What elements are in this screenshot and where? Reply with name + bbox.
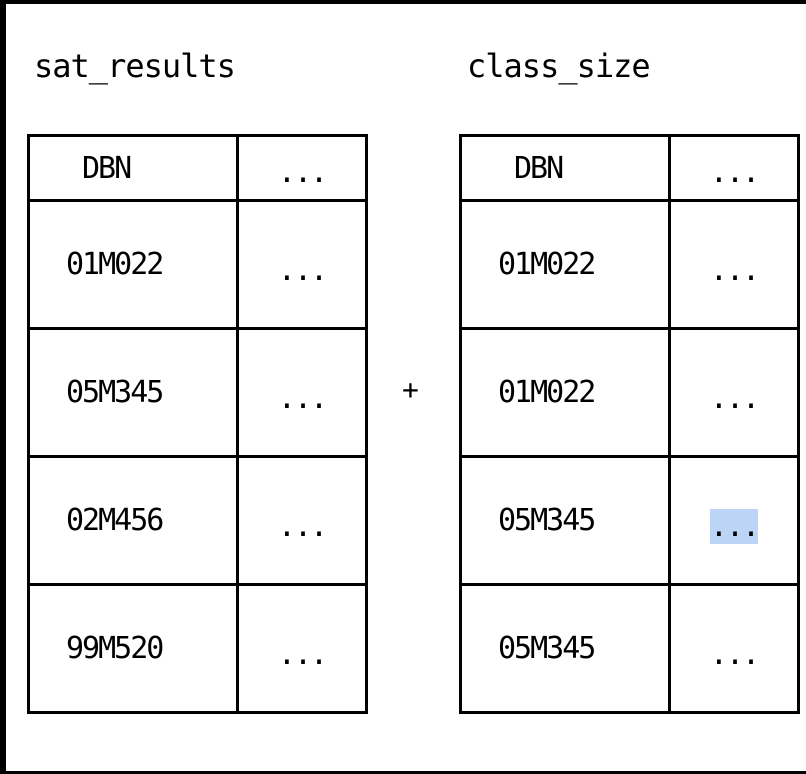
dbn-cell: 01M022 bbox=[27, 199, 239, 330]
right-table: DBN ... 01M022 ... 01M022 ... 05M345 ...… bbox=[459, 134, 800, 714]
table-row: 05M345 ... bbox=[459, 583, 800, 714]
table-row: 05M345 ... bbox=[459, 455, 800, 586]
plus-operator: + bbox=[402, 373, 419, 406]
dbn-cell: 02M456 bbox=[27, 455, 239, 586]
dbn-cell: 01M022 bbox=[459, 327, 671, 458]
header-cell-more: ... bbox=[668, 134, 800, 202]
right-table-title: class_size bbox=[467, 47, 651, 85]
dbn-cell: 99M520 bbox=[27, 583, 239, 714]
ellipsis-cell: ... bbox=[668, 199, 800, 330]
ellipsis-cell: ... bbox=[236, 199, 368, 330]
header-cell-dbn: DBN bbox=[27, 134, 239, 202]
header-cell-dbn: DBN bbox=[459, 134, 671, 202]
ellipsis-cell: ... bbox=[236, 455, 368, 586]
ellipsis-cell: ... bbox=[236, 583, 368, 714]
dbn-cell: 05M345 bbox=[27, 327, 239, 458]
dbn-cell: 05M345 bbox=[459, 583, 671, 714]
header-cell-more: ... bbox=[236, 134, 368, 202]
ellipsis-cell: ... bbox=[668, 327, 800, 458]
table-row: 01M022 ... bbox=[27, 199, 368, 330]
dbn-cell: 01M022 bbox=[459, 199, 671, 330]
ellipsis-cell: ... bbox=[236, 327, 368, 458]
table-row: 01M022 ... bbox=[459, 199, 800, 330]
table-header-row: DBN ... bbox=[459, 134, 800, 202]
table-header-row: DBN ... bbox=[27, 134, 368, 202]
table-row: 05M345 ... bbox=[27, 327, 368, 458]
table-row: 99M520 ... bbox=[27, 583, 368, 714]
left-table: DBN ... 01M022 ... 05M345 ... 02M456 ...… bbox=[27, 134, 368, 714]
ellipsis-cell: ... bbox=[668, 583, 800, 714]
table-row: 02M456 ... bbox=[27, 455, 368, 586]
left-table-title: sat_results bbox=[34, 47, 236, 85]
ellipsis-cell-selected[interactable]: ... bbox=[668, 455, 800, 586]
dbn-cell: 05M345 bbox=[459, 455, 671, 586]
table-row: 01M022 ... bbox=[459, 327, 800, 458]
